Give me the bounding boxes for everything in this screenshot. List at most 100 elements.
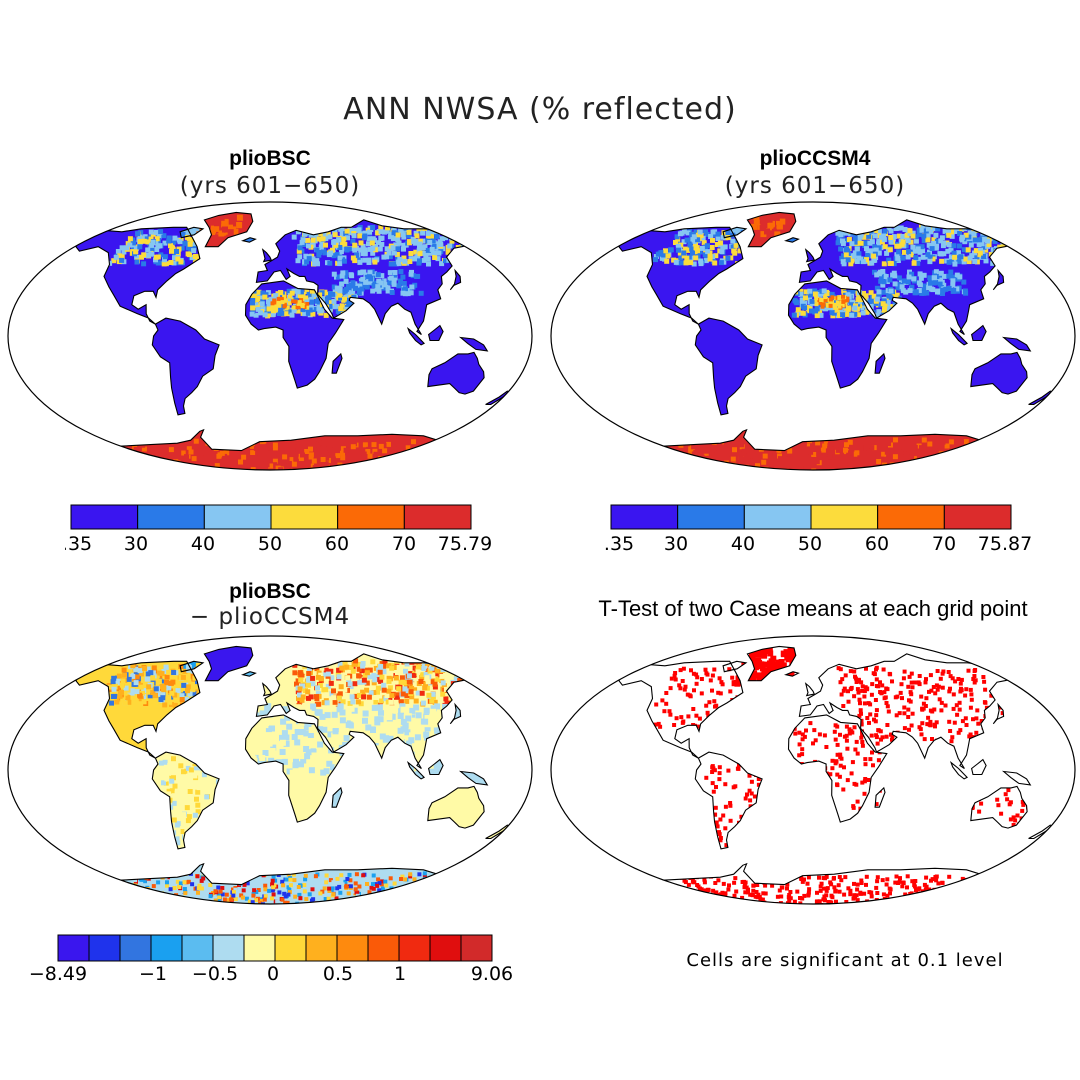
coastline-baffin xyxy=(722,660,748,673)
colorbar-swatch xyxy=(150,934,183,962)
colorbar-swatch xyxy=(367,934,400,962)
land-australia xyxy=(427,786,485,829)
cb-b-tick-3: 50 xyxy=(798,533,822,553)
coastline-samerica xyxy=(694,751,763,850)
colorbar-swatch xyxy=(677,504,745,530)
coastline-iceland xyxy=(783,671,800,677)
coastline-japan xyxy=(449,702,462,725)
cb-b-tick-5: 70 xyxy=(932,533,956,553)
coastline-africa xyxy=(787,280,888,389)
colorbar-swatch xyxy=(429,934,462,962)
panel-b-title: plioCCSM4 xyxy=(759,147,871,170)
land-uk xyxy=(262,683,272,696)
coastline-africa xyxy=(244,714,345,823)
cb-b-tick-6: 75.87 xyxy=(978,533,1032,553)
coastline-japan xyxy=(449,268,462,291)
coastline-greenland xyxy=(746,645,797,682)
coastline-baffin xyxy=(179,660,205,673)
cb-b-tick-2: 40 xyxy=(731,533,755,553)
map-panel-a xyxy=(7,201,533,471)
colorbar-swatch xyxy=(743,504,812,530)
colorbar-swatch xyxy=(270,504,339,530)
land-uk xyxy=(262,249,272,262)
coastline-eurasia xyxy=(255,219,477,335)
land-borneo xyxy=(428,325,444,341)
colorbar-swatch xyxy=(70,504,139,530)
colorbar-swatch xyxy=(57,934,90,962)
coastline-iceland xyxy=(783,237,800,243)
panel-c-subtitle: − plioCCSM4 xyxy=(189,604,351,630)
cb-a-tick-3: 50 xyxy=(258,533,282,553)
coastline-eurasia xyxy=(798,219,1020,335)
colorbar-swatch xyxy=(610,504,679,530)
coastline-baffin xyxy=(722,226,748,239)
map-panel-c xyxy=(7,635,533,905)
coastline-australia xyxy=(427,351,485,395)
coastline-australia xyxy=(427,785,485,829)
colorbar-swatch xyxy=(137,504,205,530)
coastline-uk xyxy=(804,682,816,697)
coastline-iceland xyxy=(240,237,257,243)
panel-a-title: plioBSC xyxy=(229,147,311,170)
coastline-eurasia xyxy=(255,653,477,769)
coastline-iceland xyxy=(240,671,257,677)
map-panel-d xyxy=(550,635,1076,905)
land-sumatra xyxy=(951,328,968,345)
cb-c-tick-2: −0.5 xyxy=(192,963,238,985)
land-borneo xyxy=(971,325,987,341)
land-australia xyxy=(970,352,1028,395)
colorbar-panel-c: −8.49 −1 −0.5 0 0.5 1 9.06 xyxy=(29,934,513,985)
coastline-greenland xyxy=(746,211,797,248)
colorbar-panel-b: 6.35 30 40 50 60 70 75.87 xyxy=(605,504,1032,553)
cb-c-tick-1: −1 xyxy=(139,963,167,985)
colorbar-swatch xyxy=(305,934,338,962)
panel-d-title: T-Test of two Case means at each grid po… xyxy=(598,596,1028,621)
colorbar-swatch xyxy=(943,504,1012,530)
panel-c-title: plioBSC xyxy=(229,580,311,603)
coastline-sumatra xyxy=(949,760,969,780)
colorbar-swatch xyxy=(203,504,272,530)
coastline-madagascar xyxy=(874,352,886,374)
coastline-samerica xyxy=(151,317,220,416)
map-panel-b xyxy=(550,201,1076,471)
panel-a-subtitle: (yrs 601−650) xyxy=(179,173,361,199)
cb-c-tick-4: 0.5 xyxy=(323,963,353,985)
cb-c-tick-0: −8.49 xyxy=(29,963,87,985)
cb-b-tick-4: 60 xyxy=(865,533,889,553)
coastline-borneo xyxy=(427,324,444,342)
cb-b-tick-0: 6.35 xyxy=(605,533,634,553)
land-uk xyxy=(805,683,815,696)
coastline-uk xyxy=(261,682,273,697)
coastline-sumatra xyxy=(949,326,969,346)
coastline-baffin xyxy=(179,226,205,239)
figure-title: ANN NWSA (% reflected) xyxy=(343,92,737,127)
significance-note: Cells are significant at 0.1 level xyxy=(686,950,1004,971)
cb-c-tick-6: 9.06 xyxy=(471,963,513,985)
colorbar-swatch xyxy=(119,934,152,962)
coastline-madagascar xyxy=(331,352,343,374)
land-madagascar xyxy=(875,353,885,374)
land-samerica xyxy=(152,318,220,415)
colorbar-swatch xyxy=(810,504,879,530)
land-borneo xyxy=(971,759,987,775)
coastline-borneo xyxy=(970,758,987,776)
cb-c-tick-3: 0 xyxy=(267,963,279,985)
colorbar-swatch xyxy=(403,504,472,530)
coastline-newguinea xyxy=(458,336,489,352)
cb-a-tick-1: 30 xyxy=(124,533,148,553)
coastline-africa xyxy=(787,714,888,823)
map-border xyxy=(550,201,1076,471)
land-newguinea xyxy=(1003,337,1031,351)
coastline-eurasia xyxy=(798,653,1020,769)
coastline-japan xyxy=(992,268,1005,291)
coastline-samerica xyxy=(694,317,763,416)
coastline-greenland xyxy=(203,211,254,248)
colorbar-swatch xyxy=(877,504,945,530)
coastline-borneo xyxy=(970,324,987,342)
map-border xyxy=(7,635,533,905)
land-uk xyxy=(805,249,815,262)
cb-a-tick-6: 75.79 xyxy=(438,533,492,553)
coastline-madagascar xyxy=(874,786,886,808)
land-sumatra xyxy=(951,762,968,779)
coastline-greenland xyxy=(203,645,254,682)
